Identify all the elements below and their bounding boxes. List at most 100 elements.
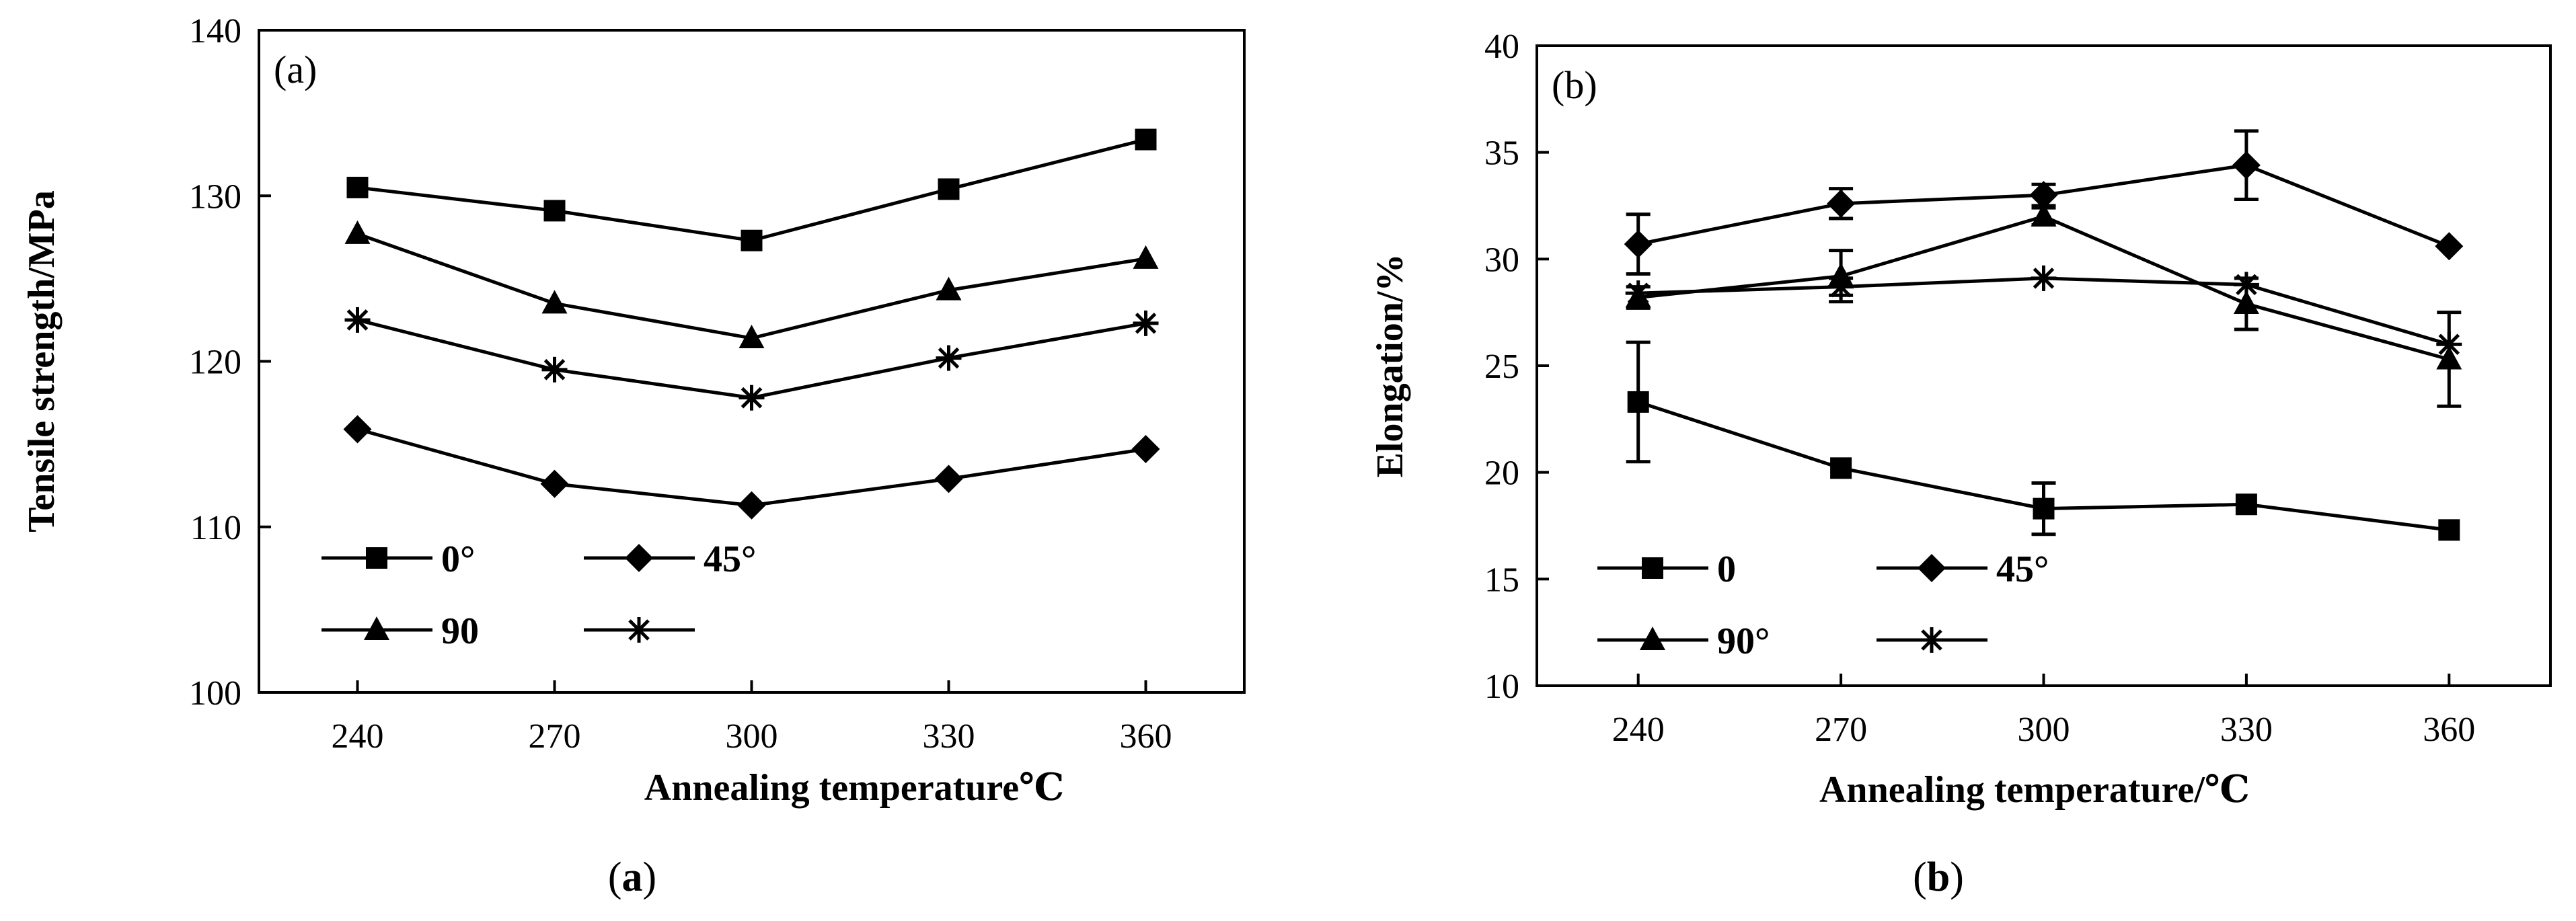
legend-item-3: 90 [321, 610, 479, 652]
data-point [2029, 181, 2058, 210]
series-3 [1625, 202, 2462, 408]
x-axis-b: 240 270 300 330 360 [1612, 674, 2475, 749]
data-point [2436, 331, 2462, 358]
x-tick-label: 330 [2220, 711, 2273, 749]
data-point [541, 356, 568, 383]
x-tick-label: 300 [726, 717, 778, 756]
legend-label: 45° [1996, 549, 2049, 590]
y-tick-label: 110 [190, 509, 241, 547]
data-point [1627, 391, 1649, 413]
legend-marker [626, 617, 652, 643]
y-tick-label: 30 [1484, 241, 1519, 279]
data-point [737, 491, 766, 520]
data-point [2233, 290, 2259, 314]
caption-a-letter: a [622, 854, 643, 900]
y-axis-a: 100 110 120 130 140 [189, 12, 271, 713]
data-point [541, 290, 568, 314]
caption-b: (b) [1913, 854, 1964, 900]
caption-b-letter: b [1927, 854, 1950, 900]
series-4 [344, 307, 1159, 411]
series-2 [343, 415, 1160, 520]
y-axis-b: 10 15 20 25 30 35 40 [1484, 28, 1549, 706]
data-point [2232, 151, 2261, 179]
chart-b: (b) 10 15 20 25 30 35 40 240 270 300 330 360 0 45° 9… [1369, 28, 2552, 900]
x-axis-label-a: Annealing temperature℃ [644, 767, 1064, 809]
data-point [1830, 457, 1852, 479]
chart-a: (a) 100 110 120 130 140 240 270 300 330 360 0° 45… [21, 12, 1246, 900]
caption-a-close: ) [643, 854, 657, 900]
data-point [1133, 245, 1159, 269]
legend-b: 0 45° 90° [1597, 549, 2049, 662]
caption-a: (a) [608, 854, 656, 900]
data-point [2233, 272, 2259, 298]
data-point [938, 178, 960, 200]
data-point [2235, 493, 2257, 516]
data-point [2031, 265, 2057, 291]
legend-marker [366, 547, 387, 569]
panel-label-a: (a) [274, 48, 317, 91]
data-point [1131, 435, 1160, 464]
data-point [1624, 230, 1653, 259]
data-point [738, 385, 765, 411]
y-axis-label-a: Tensile strength/MPa [21, 190, 63, 532]
data-point [2031, 202, 2057, 227]
data-point [1135, 128, 1157, 151]
legend-marker [1642, 557, 1663, 579]
y-axis-label-b: Elongation/% [1369, 254, 1411, 478]
data-point [936, 276, 962, 301]
caption-b-open: ( [1913, 854, 1927, 900]
caption-b-close: ) [1950, 854, 1964, 900]
data-point [1625, 280, 1651, 307]
x-axis-label-b: Annealing temperature/℃ [1819, 769, 2250, 811]
x-tick-label: 240 [332, 717, 384, 756]
series-line [357, 138, 1147, 243]
legend-label: 90° [1717, 620, 1770, 662]
data-point [1827, 189, 1856, 218]
legend-item-4 [1877, 627, 1987, 653]
data-point [343, 415, 372, 444]
x-tick-label: 300 [2018, 711, 2070, 749]
x-axis-a: 240 270 300 330 360 [332, 680, 1172, 756]
x-tick-label: 270 [1815, 711, 1867, 749]
caption-a-open: ( [608, 854, 622, 900]
legend-marker [1919, 627, 1944, 653]
plot-area-a [258, 29, 1246, 694]
x-tick-label: 270 [529, 717, 581, 756]
y-tick-label: 130 [189, 177, 241, 216]
y-tick-label: 35 [1484, 134, 1519, 173]
data-point [2436, 346, 2462, 370]
x-tick-label: 240 [1612, 711, 1665, 749]
legend-marker [364, 616, 389, 640]
y-tick-label: 25 [1484, 348, 1519, 386]
data-point [346, 176, 369, 198]
data-point [540, 469, 569, 498]
legend-label: 45° [704, 538, 756, 580]
series-4 [1625, 265, 2462, 358]
data-point [1133, 310, 1159, 336]
y-tick-label: 140 [189, 12, 241, 50]
data-point [2435, 232, 2464, 261]
data-point [344, 220, 371, 244]
legend-item-4 [584, 617, 695, 643]
legend-a: 0° 45° 90 [321, 538, 756, 652]
series-group-a [343, 128, 1160, 520]
x-tick-label: 330 [923, 717, 975, 756]
legend-item-3: 90° [1597, 620, 1770, 662]
data-point [344, 307, 371, 333]
series-2 [1624, 129, 2464, 276]
y-tick-label: 40 [1484, 28, 1519, 66]
series-group-b [1624, 129, 2464, 541]
data-point [1828, 274, 1854, 300]
data-point [741, 229, 763, 251]
legend-marker [1918, 554, 1946, 582]
data-point [2033, 497, 2055, 520]
series-3 [344, 220, 1159, 349]
panel-label-b: (b) [1552, 63, 1597, 107]
y-tick-label: 120 [189, 344, 241, 382]
y-tick-label: 15 [1484, 561, 1519, 599]
y-tick-label: 100 [189, 674, 241, 713]
data-point [936, 345, 962, 371]
legend-item-2: 45° [584, 538, 756, 580]
data-point [738, 325, 765, 349]
y-tick-label: 20 [1484, 454, 1519, 493]
